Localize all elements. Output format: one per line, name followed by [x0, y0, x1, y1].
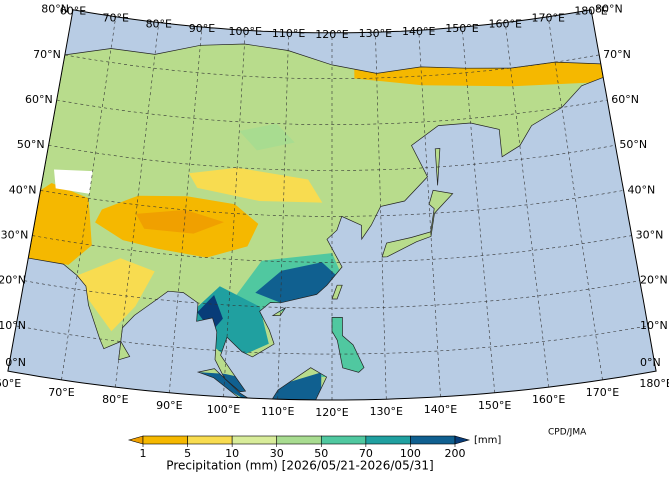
lat-label-right: 0°N	[640, 356, 661, 369]
lat-label-left: 30°N	[1, 229, 29, 242]
lat-label-right: 10°N	[640, 319, 668, 332]
colorbar-segment	[231, 435, 278, 445]
meridian	[461, 26, 495, 393]
lon-label-bottom: 70°E	[48, 386, 74, 399]
colorbar-segment	[320, 435, 367, 445]
coastline	[331, 316, 365, 373]
lon-label-bottom: 140°E	[424, 403, 457, 416]
parallel	[40, 190, 624, 217]
lat-label-right: 30°N	[636, 229, 664, 242]
lon-label-top: 120°E	[315, 28, 348, 41]
precip-area	[136, 209, 224, 234]
precip-area	[28, 183, 92, 265]
coastline	[27, 43, 604, 393]
colorbar-tick-label: 5	[184, 447, 191, 460]
parallel	[56, 99, 608, 125]
lat-label-left: 0°N	[5, 356, 26, 369]
lon-label-bottom: 170°E	[586, 386, 619, 399]
lat-label-left: 10°N	[0, 319, 26, 332]
lon-label-top: 130°E	[359, 27, 392, 40]
lon-label-top: 80°E	[146, 18, 172, 31]
colorbar-segment	[365, 435, 411, 445]
lat-label-left: 40°N	[9, 183, 37, 196]
lon-label-top: 90°E	[189, 22, 215, 35]
lat-label-right: 50°N	[619, 138, 647, 151]
parallel	[48, 144, 616, 171]
colorbar-tick-label: 50	[314, 447, 328, 460]
meridian	[169, 26, 203, 393]
lon-label-bottom: 160°E	[532, 393, 565, 406]
lon-label-top: 160°E	[488, 18, 521, 31]
lon-label-bottom: 150°E	[478, 399, 511, 412]
meridian	[61, 16, 117, 380]
legend-unit: [mm]	[474, 435, 501, 446]
lat-label-right: 60°N	[611, 93, 639, 106]
lat-label-right: 80°N	[595, 3, 623, 16]
coastline	[196, 368, 258, 400]
colorbar-tick-label: 10	[225, 447, 239, 460]
lat-label-right: 40°N	[628, 183, 656, 196]
meridian	[375, 32, 387, 400]
legend-title: Precipitation (mm) [2026/05/21-2026/05/3…	[166, 459, 433, 473]
meridian	[418, 30, 441, 397]
colorbar-tick-label: 30	[270, 447, 284, 460]
lon-label-top: 70°E	[103, 12, 129, 25]
lon-label-bottom: 180°E	[639, 377, 669, 390]
coastline	[381, 189, 454, 258]
meridian	[504, 22, 549, 388]
precip-area	[54, 169, 93, 194]
lon-label-top: 60°E	[60, 5, 86, 18]
lat-label-left: 20°N	[0, 274, 26, 287]
meridian	[115, 22, 160, 388]
lat-label-left: 70°N	[33, 48, 61, 61]
precip-area	[255, 262, 338, 303]
lon-label-bottom: 120°E	[315, 406, 348, 419]
colorbar-segment	[142, 435, 188, 445]
map-frame	[7, 9, 657, 401]
lon-label-top: 150°E	[445, 22, 478, 35]
colorbar-segment	[410, 435, 456, 445]
lat-label-left: 60°N	[25, 93, 53, 106]
lon-label-bottom: 90°E	[156, 399, 182, 412]
lon-label-bottom: 110°E	[261, 405, 294, 418]
lat-label-right: 70°N	[603, 48, 631, 61]
precip-area	[239, 123, 295, 151]
lat-label-left: 80°N	[41, 3, 69, 16]
parallel	[32, 235, 632, 263]
colorbar-tick-label: 70	[359, 447, 373, 460]
colorbar-tick-label: 100	[400, 447, 421, 460]
colorbar-high	[454, 435, 471, 445]
credit: CPD/JMA	[548, 428, 587, 438]
meridian	[277, 32, 289, 400]
coastline	[331, 284, 343, 300]
parallel	[16, 325, 648, 355]
parallel	[24, 280, 640, 309]
lat-label-right: 20°N	[640, 274, 668, 287]
lon-label-bottom: 100°E	[207, 403, 240, 416]
colorbar-tick-label: 1	[140, 447, 147, 460]
lon-label-top: 170°E	[531, 12, 564, 25]
lon-label-bottom: 60°E	[0, 377, 21, 390]
lon-label-top: 180°E	[574, 5, 607, 18]
meridian	[223, 30, 246, 397]
lon-label-top: 100°E	[229, 25, 262, 38]
colorbar-segment	[187, 435, 233, 445]
lon-label-bottom: 80°E	[102, 393, 128, 406]
lon-label-bottom: 130°E	[370, 405, 403, 418]
coastline	[271, 307, 286, 317]
meridian	[547, 16, 603, 380]
colorbar-segment	[276, 435, 322, 445]
colorbar-tick-label: 200	[445, 447, 466, 460]
lon-label-top: 110°E	[272, 27, 305, 40]
lon-label-top: 140°E	[402, 25, 435, 38]
precip-area	[188, 167, 323, 203]
lat-label-left: 50°N	[17, 138, 45, 151]
colorbar-low	[127, 435, 144, 445]
